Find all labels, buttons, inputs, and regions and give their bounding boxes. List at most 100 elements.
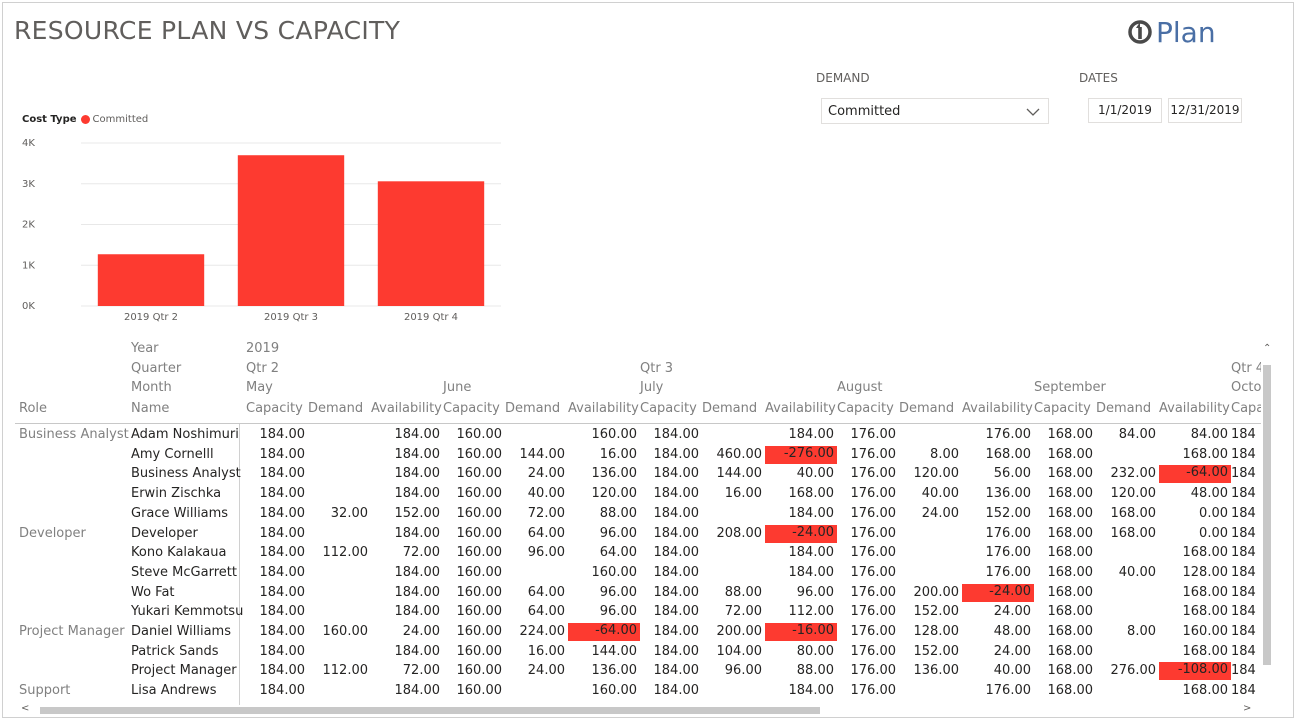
value-cell: 56.00 [993,466,1031,482]
scroll-right-icon[interactable]: > [1243,703,1252,714]
month-header-october: Octol [1231,380,1261,395]
dates-slicer-label: DATES [1079,71,1118,85]
value-cell: -16.00 [765,623,837,641]
role-column-header[interactable]: Role [19,401,48,416]
value-cell: 168.00 [1047,604,1094,620]
value-cell: 16.00 [599,446,637,462]
legend-item: Committed [92,114,149,125]
value-cell: 64.00 [527,525,565,541]
measure-header-capacity[interactable]: Capacity [837,401,894,416]
measure-header-demand[interactable]: Demand [702,401,758,416]
value-cell: 184 [1231,663,1256,679]
value-cell: 176.00 [850,486,897,502]
value-cell: 160.00 [456,525,503,541]
value-cell: 96.00 [796,584,834,600]
scroll-up-icon[interactable]: ⌃ [1263,343,1272,354]
measure-header-availability[interactable]: Availability [568,401,639,416]
vertical-scrollbar[interactable]: ⌃ [1261,341,1273,705]
value-cell: 176.00 [985,564,1032,580]
value-cell: 168.00 [1182,545,1229,561]
value-cell: 184 [1231,466,1256,482]
y-tick-label: 4K [22,138,35,149]
value-cell: 16.00 [724,486,762,502]
logo-icon [1128,20,1152,44]
value-cell: 160.00 [456,604,503,620]
measure-header-demand[interactable]: Demand [1096,401,1152,416]
value-cell: 200.00 [913,584,960,600]
measure-header-capacity[interactable]: Capacity [1034,401,1091,416]
value-cell: 136.00 [591,466,638,482]
measure-header-capacity[interactable]: Capacity [640,401,697,416]
value-cell: 48.00 [1190,486,1228,502]
value-cell: 64.00 [527,604,565,620]
measure-header-capacity[interactable]: Capa [1231,401,1261,416]
value-cell: 120.00 [591,486,638,502]
value-cell: 176.00 [850,683,897,699]
measure-header-capacity[interactable]: Capacity [443,401,500,416]
value-cell: 176.00 [850,604,897,620]
legend-title: Cost Type [22,114,77,125]
end-date-input[interactable]: 12/31/2019 [1168,98,1242,123]
measure-header-availability[interactable]: Availability [962,401,1033,416]
bar [97,254,205,306]
horizontal-scrollbar[interactable]: < > [15,703,1261,717]
value-cell: 144.00 [716,466,763,482]
measure-header-availability[interactable]: Availability [371,401,442,416]
role-cell: Business Analyst [19,427,129,442]
value-cell: 184.00 [259,683,306,699]
name-cell: Erwin Zischka [131,486,222,502]
value-cell: 104.00 [716,643,763,659]
demand-dropdown[interactable]: Committed [821,98,1049,124]
start-date-input[interactable]: 1/1/2019 [1088,98,1162,123]
year-header-label: Year [131,341,159,356]
value-cell: 168.00 [1047,624,1094,639]
name-cell: Yukari Kemmotsu [131,604,244,620]
value-cell: 176.00 [850,624,897,639]
name-cell: Project Manager [131,663,237,679]
value-cell: 168.00 [1047,584,1094,600]
scroll-left-icon[interactable]: < [21,703,30,714]
y-tick-label: 2K [22,220,35,231]
value-cell: 112.00 [322,663,369,679]
value-cell: 184.00 [394,604,441,620]
y-tick-label: 0K [22,301,35,312]
value-cell: 176.00 [850,643,897,659]
name-cell: Daniel Williams [131,624,231,639]
value-cell: 168.00 [1047,663,1094,679]
value-cell: 176.00 [985,545,1032,561]
table-row: Grace Williams 184.00 32.00 152.00 160.00 72.… [15,506,1261,526]
measure-header-availability[interactable]: Availability [1159,401,1230,416]
measure-header-demand[interactable]: Demand [308,401,364,416]
role-cell: Support [19,683,71,699]
value-cell: 184.00 [259,624,306,639]
value-cell: 136.00 [591,663,638,679]
value-cell: 184.00 [788,505,835,521]
value-cell: 120.00 [1110,486,1157,502]
value-cell: 24.00 [921,505,959,521]
chevron-down-icon [1026,108,1040,116]
vertical-scroll-thumb[interactable] [1263,365,1271,665]
value-cell: 184 [1231,446,1256,462]
role-cell: Developer [19,525,86,541]
value-cell: 184.00 [653,505,700,521]
value-cell: 176.00 [985,683,1032,699]
measure-header-demand[interactable]: Demand [899,401,955,416]
oneplan-logo: Plan [1127,14,1216,50]
value-cell: 168.00 [1047,505,1094,521]
value-cell: 72.00 [724,604,762,620]
value-cell: 184.00 [653,643,700,659]
name-column-header[interactable]: Name [131,401,170,416]
value-cell: 160.00 [456,505,503,521]
value-cell: 224.00 [519,624,566,639]
value-cell: -24.00 [765,524,837,543]
measure-header-availability[interactable]: Availability [765,401,836,416]
value-cell: 144.00 [519,446,566,462]
value-cell: 184 [1231,683,1256,699]
value-cell: 96.00 [599,604,637,620]
name-cell: Patrick Sands [131,643,219,659]
committed-bar-chart: 0K 1K 2K 3K 4K 2019 Qtr 2 2019 Qtr 3 2019 Qtr 4 [22,138,501,323]
horizontal-scroll-thumb[interactable] [40,707,820,714]
value-cell: 160.00 [591,683,638,699]
measure-header-capacity[interactable]: Capacity [246,401,303,416]
measure-header-demand[interactable]: Demand [505,401,561,416]
